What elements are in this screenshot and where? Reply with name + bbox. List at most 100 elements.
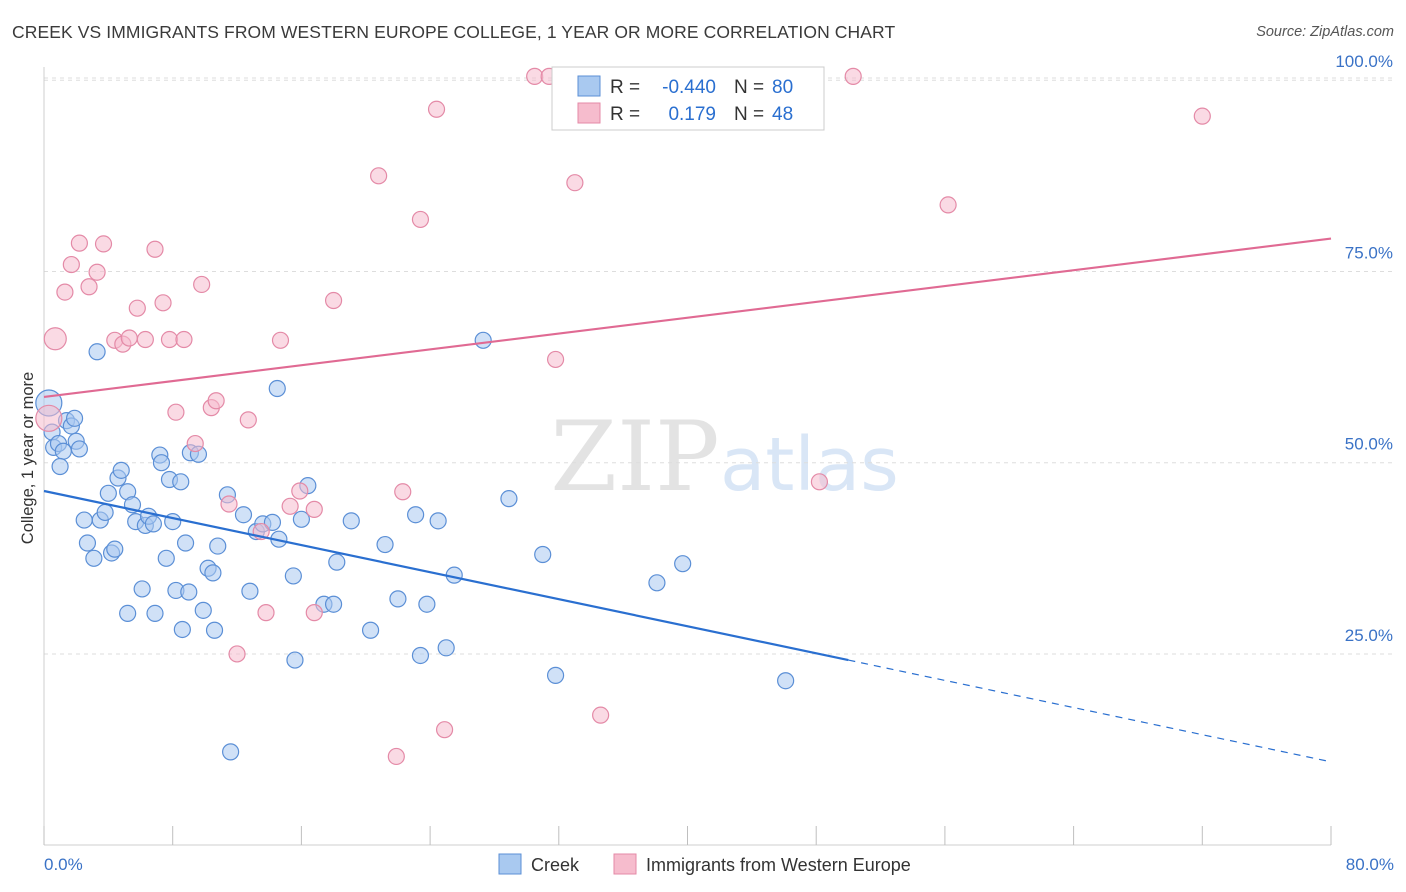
imm-point-15 [160, 330, 179, 349]
chart-title: CREEK VS IMMIGRANTS FROM WESTERN EUROPE … [12, 22, 896, 42]
imm-point-0 [35, 404, 63, 432]
imm-point-6 [88, 263, 106, 281]
imm-point-35 [394, 483, 412, 501]
watermark-zip: ZIP [550, 401, 719, 513]
creek-points [35, 331, 795, 761]
creek-point-80 [777, 672, 795, 690]
creek-point-49 [222, 743, 240, 761]
creek-point-51 [241, 582, 259, 600]
legend-n-value-2: 48 [772, 104, 793, 125]
creek-point-38 [173, 620, 191, 639]
creek-point-76 [534, 545, 552, 564]
imm-point-41 [546, 350, 565, 369]
creek-point-47 [209, 537, 227, 555]
creek-point-57 [284, 567, 302, 585]
creek-point-79 [674, 555, 692, 573]
legend-n-value-1: 80 [772, 77, 793, 98]
creek-point-12 [78, 534, 97, 552]
y-tick-label-25: 25.0% [1345, 626, 1393, 645]
imm-point-17 [175, 330, 193, 349]
creek-point-64 [342, 512, 360, 530]
x-tick-label-min: 0.0% [44, 855, 83, 874]
imm-point-16 [167, 403, 185, 421]
imm-point-27 [271, 331, 290, 349]
imm-point-34 [387, 747, 405, 766]
imm-point-43 [592, 706, 610, 724]
legend-n-label-2: N = [734, 104, 764, 125]
creek-point-26 [133, 580, 151, 598]
legend-swatch-imm [577, 102, 601, 124]
creek-point-66 [376, 535, 394, 554]
creek-point-77 [546, 666, 565, 684]
legend-r-value-2: 0.179 [668, 104, 716, 125]
x-tick-label-max: 80.0% [1346, 855, 1394, 874]
creek-point-78 [648, 574, 666, 592]
creek-point-71 [429, 512, 447, 530]
creek-point-55 [268, 379, 286, 398]
creek-point-58 [286, 651, 304, 669]
imm-point-11 [128, 299, 146, 317]
creek-point-14 [88, 343, 106, 361]
creek-point-21 [112, 461, 130, 479]
imm-point-39 [526, 67, 544, 85]
imm-point-14 [154, 294, 172, 312]
imm-point-44 [810, 473, 829, 491]
imm-point-12 [136, 330, 154, 349]
creek-point-75 [500, 490, 518, 508]
imm-point-23 [228, 645, 246, 663]
creek-point-46 [205, 621, 224, 639]
axes [43, 67, 1332, 846]
creek-point-45 [204, 564, 222, 582]
imm-point-1 [43, 327, 67, 351]
imm-point-47 [1193, 107, 1211, 125]
imm-point-45 [844, 67, 862, 85]
trend-lines [43, 237, 1332, 763]
creek-point-17 [99, 484, 117, 502]
legend-imm-swatch [613, 853, 637, 875]
creek-point-39 [176, 534, 195, 552]
imm-point-29 [291, 482, 309, 500]
creek-point-29 [144, 515, 162, 533]
creek-trend-line [43, 489, 849, 662]
creek-point-37 [172, 473, 190, 491]
imm-point-28 [281, 497, 299, 515]
legend-r-value-1: -0.440 [662, 77, 716, 98]
legend-swatch-creek [577, 75, 601, 97]
creek-point-11 [75, 511, 93, 529]
y-axis-title: College, 1 year or more [19, 372, 37, 544]
legend-n-label-1: N = [734, 77, 764, 98]
imm-point-3 [62, 255, 80, 274]
imm-trend-line [43, 237, 1332, 399]
imm-point-38 [435, 721, 454, 739]
imm-point-32 [324, 291, 343, 310]
imm-point-19 [193, 275, 211, 294]
correlation-legend: R = -0.440 N = 80 R = 0.179 N = 48 [551, 66, 825, 131]
y-tick-labels: 25.0% 50.0% 75.0% 100.0% [1335, 52, 1393, 645]
legend-r-label-1: R = [610, 77, 640, 98]
legend-imm-label: Immigrants from Western Europe [646, 855, 911, 875]
creek-point-50 [234, 506, 253, 524]
creek-point-16 [96, 503, 114, 522]
imm-point-7 [94, 235, 113, 253]
y-tick-label-100: 100.0% [1335, 52, 1393, 71]
creek-point-32 [152, 454, 171, 472]
imm-point-10 [120, 329, 138, 347]
imm-point-30 [305, 604, 323, 622]
series-legend: Creek Immigrants from Western Europe [498, 853, 911, 875]
legend-r-label-2: R = [610, 104, 640, 125]
imm-point-5 [80, 278, 98, 296]
imm-point-36 [411, 210, 430, 229]
creek-point-10 [70, 440, 88, 458]
creek-point-23 [119, 604, 137, 623]
creek-point-62 [324, 595, 343, 613]
source-label: Source: ZipAtlas.com [1256, 24, 1394, 40]
creek-point-63 [328, 553, 346, 571]
imm-point-21 [207, 392, 225, 410]
imm-point-26 [257, 604, 275, 622]
creek-point-69 [411, 646, 430, 665]
y-tick-label-75: 75.0% [1345, 243, 1393, 262]
imm-point-18 [186, 434, 204, 453]
creek-point-59 [292, 510, 310, 528]
y-tick-label-50: 50.0% [1345, 435, 1393, 454]
